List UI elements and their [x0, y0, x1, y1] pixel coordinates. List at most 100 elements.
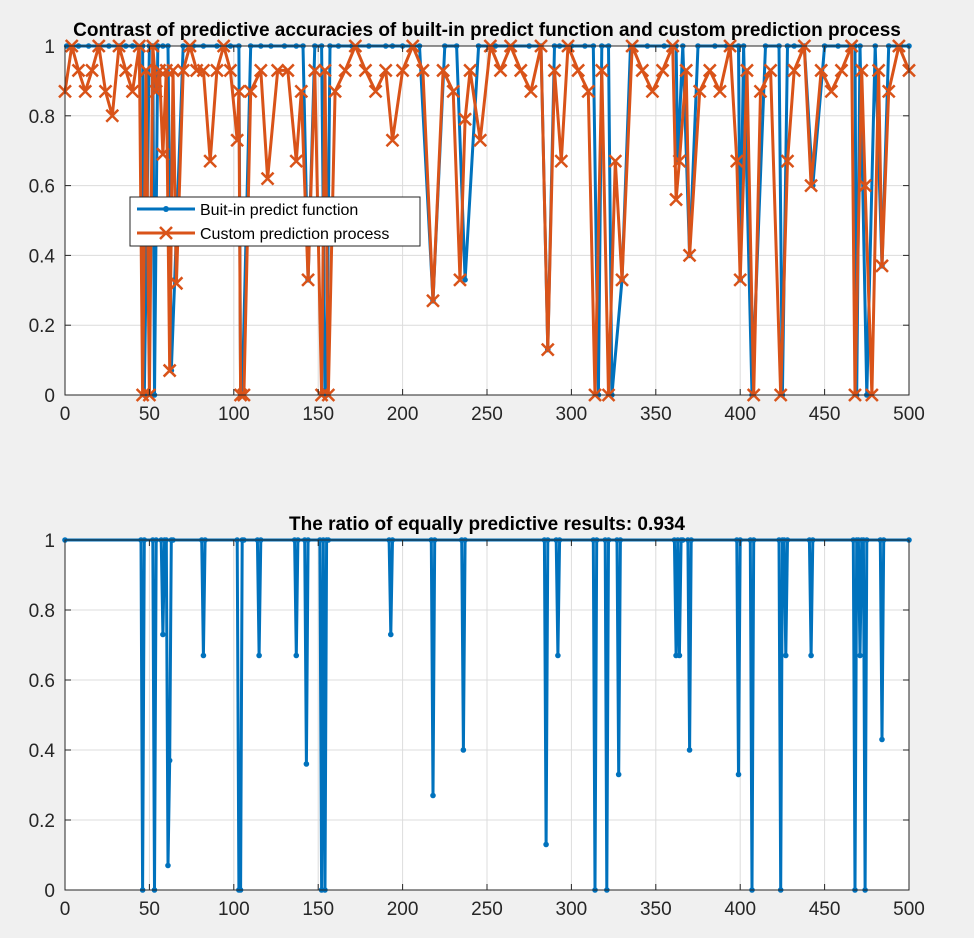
series-0-point	[857, 652, 863, 659]
y-tick-label: 1	[44, 37, 55, 58]
legend-entry-builtin: Buit-in predict function	[137, 202, 358, 219]
custom-prediction-process-marker	[98, 84, 113, 99]
legend: Buit-in predict function Custom predicti…	[129, 196, 421, 247]
series-0-point	[555, 652, 561, 659]
custom-prediction-process-marker	[608, 154, 623, 169]
custom-prediction-process-marker	[854, 63, 869, 78]
custom-prediction-process-marker	[804, 178, 818, 193]
x-tick-label: 350	[640, 899, 672, 920]
y-tick-label: 0.6	[29, 671, 55, 692]
custom-prediction-process-marker	[729, 154, 744, 169]
custom-prediction-process-marker	[740, 63, 754, 78]
custom-prediction-process-marker	[395, 63, 410, 78]
custom-prediction-process-marker	[368, 84, 383, 99]
y-tick-label: 0.8	[29, 601, 55, 622]
x-tick-label: 300	[556, 404, 588, 425]
series-0-point	[686, 747, 693, 753]
custom-prediction-process-marker	[581, 84, 596, 99]
custom-prediction-process-marker	[780, 154, 795, 169]
custom-prediction-process-marker	[338, 63, 353, 78]
series-0-point	[543, 841, 549, 848]
custom-prediction-process-marker	[260, 171, 275, 186]
custom-prediction-process-marker	[733, 272, 748, 287]
series-0-point	[460, 747, 467, 753]
custom-prediction-process-marker	[594, 63, 609, 78]
custom-prediction-process-marker	[307, 63, 322, 78]
custom-prediction-process-marker	[682, 248, 697, 263]
x-tick-label: 250	[471, 899, 503, 920]
series-0-point	[808, 652, 814, 659]
top-chart-title: Contrast of predictive accuracies of bui…	[73, 20, 901, 41]
y-tick-label: 0.4	[29, 246, 56, 267]
series-0-point	[676, 652, 683, 659]
custom-prediction-process-marker	[571, 63, 586, 78]
legend-entry-custom: Custom prediction process	[137, 226, 389, 243]
x-tick-label: 200	[387, 404, 419, 425]
x-tick-label: 450	[809, 899, 841, 920]
custom-prediction-process-marker	[253, 63, 268, 78]
custom-prediction-process-marker	[78, 84, 93, 99]
custom-prediction-process-marker	[139, 63, 153, 78]
custom-prediction-process-marker	[692, 84, 707, 99]
buit-in-predict-function-point	[462, 277, 468, 283]
custom-prediction-process-marker	[162, 363, 177, 378]
custom-prediction-process-marker	[378, 63, 393, 78]
custom-prediction-process-marker	[871, 63, 886, 78]
custom-prediction-process-marker	[301, 272, 315, 287]
bottom-axes-ticks: 0 50 100 150 200 250 300 350 400 450 500 0 0.2 0.4 0.6…	[29, 531, 925, 920]
custom-prediction-process-marker	[231, 84, 246, 99]
custom-prediction-process-marker	[753, 84, 768, 99]
custom-prediction-process-marker	[210, 63, 224, 78]
y-tick-label: 0.4	[29, 741, 56, 762]
y-tick-label: 0	[44, 881, 55, 902]
x-tick-label: 400	[724, 899, 756, 920]
x-tick-label: 50	[139, 404, 160, 425]
custom-prediction-process-marker	[524, 84, 538, 99]
series-0-point	[256, 652, 262, 659]
legend-marker-custom	[159, 226, 173, 240]
custom-prediction-process-marker	[875, 258, 889, 273]
x-tick-label: 200	[387, 899, 419, 920]
x-tick-label: 300	[556, 899, 588, 920]
x-tick-label: 500	[893, 404, 925, 425]
custom-prediction-process-marker	[540, 342, 555, 357]
custom-prediction-process-marker	[125, 84, 140, 99]
custom-prediction-process-marker	[385, 133, 400, 148]
custom-prediction-process-marker	[169, 276, 184, 291]
custom-prediction-process-marker	[294, 84, 309, 99]
custom-prediction-process-marker	[463, 63, 478, 78]
series-0-point	[303, 761, 310, 767]
custom-prediction-process-marker	[426, 293, 440, 308]
custom-prediction-process-marker	[453, 272, 467, 287]
custom-prediction-process-marker	[679, 63, 694, 78]
custom-prediction-process-marker	[458, 112, 472, 127]
custom-prediction-process-marker	[834, 63, 849, 78]
y-tick-label: 0	[44, 386, 55, 407]
custom-prediction-process-marker	[436, 63, 450, 78]
custom-prediction-process-marker	[787, 63, 802, 78]
custom-prediction-process-marker	[176, 63, 191, 78]
custom-prediction-process-marker	[824, 84, 839, 99]
custom-prediction-process-marker	[328, 84, 342, 99]
series-0-point	[782, 652, 789, 659]
custom-prediction-process-marker	[118, 63, 133, 78]
custom-prediction-process-marker	[635, 63, 650, 78]
legend-label-custom: Custom prediction process	[200, 226, 389, 243]
custom-prediction-process-marker	[493, 63, 508, 78]
series-0-point	[166, 757, 173, 764]
custom-prediction-process-marker	[881, 84, 896, 99]
legend-marker-builtin	[163, 206, 169, 212]
bottom-axes: 0 50 100 150 200 250 300 350 400 450 500 0 0.2 0.4 0.6…	[29, 514, 925, 920]
x-tick-label: 350	[640, 404, 672, 425]
x-tick-label: 400	[724, 404, 756, 425]
custom-prediction-process-marker	[672, 154, 687, 169]
custom-prediction-process-marker	[223, 63, 238, 78]
legend-label-builtin: Buit-in predict function	[200, 202, 358, 219]
custom-prediction-process-marker	[655, 63, 670, 78]
custom-prediction-process-marker	[814, 63, 829, 78]
custom-prediction-process-marker	[702, 63, 717, 78]
x-tick-label: 500	[893, 899, 925, 920]
custom-prediction-process-marker	[513, 63, 528, 78]
y-tick-label: 0.2	[29, 316, 55, 337]
custom-prediction-process-marker	[669, 192, 683, 207]
